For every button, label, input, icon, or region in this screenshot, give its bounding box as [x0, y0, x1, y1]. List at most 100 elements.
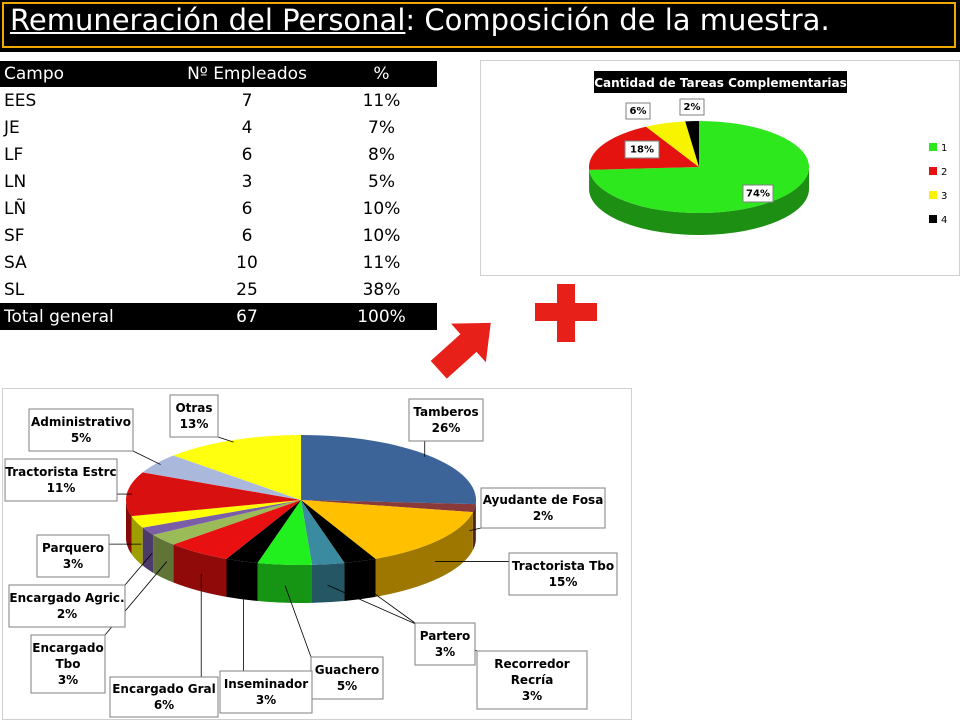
header-campo: Campo: [0, 61, 168, 87]
total-empleados: 67: [168, 303, 326, 330]
cell-empleados: 25: [168, 276, 326, 303]
table-header-row: Campo Nº Empleados %: [0, 61, 437, 87]
title-rest: : Composición de la muestra.: [405, 3, 829, 37]
cell-empleados: 7: [168, 87, 326, 114]
data-label-encargado-tbo: Encargado Tbo 3%: [31, 635, 105, 693]
data-label-text: 11%: [47, 481, 76, 495]
legend-swatch: [929, 167, 937, 175]
data-label-text: 5%: [337, 679, 357, 693]
data-label-text: 2%: [533, 509, 553, 523]
cell-empleados: 4: [168, 114, 326, 141]
data-label-encargado-gral: Encargado Gral 6%: [110, 677, 218, 717]
pie-slice-side: [143, 528, 154, 573]
header-percent: %: [326, 61, 437, 87]
cell-empleados: 6: [168, 222, 326, 249]
pie-tops: [126, 435, 476, 565]
data-label-text: 26%: [432, 421, 461, 435]
data-label-text: 6%: [630, 106, 647, 117]
data-label-text: Tbo: [55, 657, 80, 671]
plus-icon: [535, 284, 599, 344]
data-label-4: 2%: [680, 99, 704, 115]
data-label-text: Partero: [420, 629, 471, 643]
data-label-3: 6%: [626, 103, 650, 119]
header-empleados: Nº Empleados: [168, 61, 326, 87]
data-label-text: 13%: [180, 417, 209, 431]
data-label-text: Parquero: [42, 541, 104, 555]
data-label-tractorista-tbo: Tractorista Tbo 15%: [509, 553, 617, 595]
data-label-text: 3%: [58, 673, 78, 687]
data-label-1: 74%: [743, 185, 773, 202]
cell-percent: 7%: [326, 114, 437, 141]
cell-empleados: 6: [168, 141, 326, 168]
arrow-shape: [424, 312, 504, 382]
data-label-otras: Otras 13%: [170, 395, 218, 437]
data-label-tamberos: Tamberos 26%: [409, 399, 483, 441]
legend-label: 2: [941, 167, 947, 178]
data-label-text: 74%: [746, 189, 770, 200]
cell-percent: 11%: [326, 249, 437, 276]
data-label-text: 2%: [684, 102, 701, 113]
cell-percent: 10%: [326, 222, 437, 249]
data-label-text: 3%: [522, 689, 542, 703]
data-label-2: 18%: [625, 141, 659, 158]
data-label-guachero: Guachero 5%: [311, 657, 383, 699]
data-label-text: Tractorista Tbo: [512, 559, 614, 573]
data-label-text: 3%: [435, 645, 455, 659]
title-bar: Remuneración del Personal: Composición d…: [0, 0, 960, 52]
tasks-chart-frame: Cantidad de Tareas Complementarias 74% 18%…: [480, 60, 960, 276]
data-label-text: 3%: [256, 693, 276, 707]
data-label-inseminador: Inseminador 3%: [220, 671, 312, 713]
cell-campo: LN: [0, 168, 168, 195]
data-label-text: Encargado: [32, 641, 103, 655]
data-label-text: Encargado Gral: [112, 682, 216, 696]
data-label-text: 6%: [154, 698, 174, 712]
legend-swatch: [929, 143, 937, 151]
cell-campo: JE: [0, 114, 168, 141]
cell-campo: SL: [0, 276, 168, 303]
data-label-tractorista-estrc: Tractorista Estrc 11%: [5, 459, 117, 501]
legend-swatch: [929, 215, 937, 223]
cell-campo: LÑ: [0, 195, 168, 222]
data-label-text: Guachero: [315, 663, 379, 677]
data-label-parquero: Parquero 3%: [37, 535, 109, 577]
cell-campo: SF: [0, 222, 168, 249]
data-label-text: Inseminador: [224, 677, 308, 691]
cell-empleados: 10: [168, 249, 326, 276]
cell-percent: 11%: [326, 87, 437, 114]
data-label-text: Otras: [175, 401, 212, 415]
cell-percent: 10%: [326, 195, 437, 222]
legend-swatch: [929, 191, 937, 199]
cell-percent: 5%: [326, 168, 437, 195]
arrow-icon: [424, 312, 504, 382]
cell-campo: EES: [0, 87, 168, 114]
data-label-encargado-agric: Encargado Agric.2%: [9, 585, 125, 627]
table-total-row: Total general 67 100%: [0, 303, 437, 330]
data-label-text: 5%: [71, 431, 91, 445]
pie-slice-side: [257, 563, 312, 603]
data-label-text: Tractorista Estrc: [5, 465, 116, 479]
legend-label: 4: [941, 215, 947, 226]
cell-empleados: 6: [168, 195, 326, 222]
cell-empleados: 3: [168, 168, 326, 195]
legend-label: 1: [941, 143, 947, 154]
data-label-text: 15%: [549, 575, 578, 589]
cell-percent: 8%: [326, 141, 437, 168]
data-label-text: 3%: [63, 557, 83, 571]
slide-title: Remuneración del Personal: Composición d…: [10, 3, 830, 37]
chart-title: Cantidad de Tareas Complementarias: [594, 71, 847, 93]
total-label: Total general: [0, 303, 168, 330]
title-underlined: Remuneración del Personal: [10, 3, 405, 37]
data-label-text: Tamberos: [413, 405, 478, 419]
